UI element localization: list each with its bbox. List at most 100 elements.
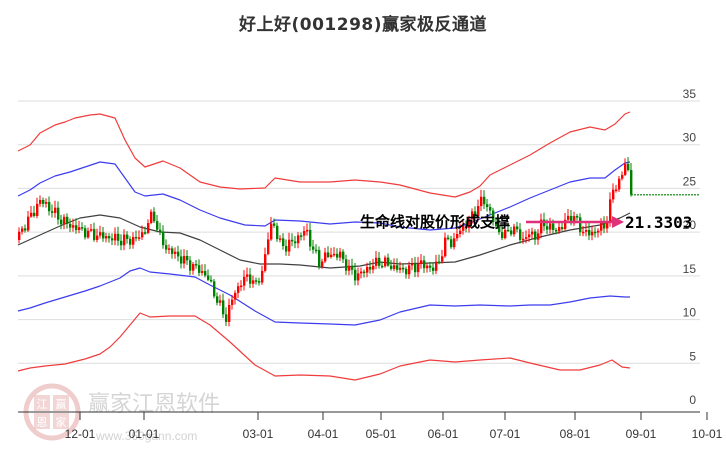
- annotation-value: 21.3303: [625, 213, 692, 232]
- candlestick: [327, 246, 330, 259]
- candlestick: [168, 244, 171, 255]
- candlestick: [597, 228, 600, 238]
- candlestick: [54, 200, 57, 218]
- middle-line: [17, 212, 631, 269]
- candlestick: [330, 247, 333, 259]
- candlestick: [468, 215, 471, 233]
- candlestick: [162, 225, 165, 249]
- candlestick: [600, 218, 603, 236]
- candlestick: [228, 298, 231, 327]
- candlestick: [471, 208, 474, 224]
- y-tick-label: 5: [689, 349, 696, 363]
- candlestick: [174, 247, 177, 259]
- x-tick-label: 07-01: [490, 427, 521, 441]
- candlestick: [351, 258, 354, 275]
- watermark-logo-icon: 江 赢 恩 家: [23, 383, 81, 441]
- candlestick: [258, 277, 261, 286]
- x-tick-label: 06-01: [428, 427, 459, 441]
- candlestick: [585, 223, 588, 237]
- candlestick: [516, 221, 519, 233]
- candlestick: [90, 223, 93, 232]
- candlestick: [357, 267, 360, 286]
- chart-title: 好上好(001298)赢家极反通道: [238, 15, 487, 35]
- candlestick: [366, 262, 369, 278]
- candlestick: [627, 157, 630, 172]
- y-tick-label: 20: [683, 218, 697, 232]
- candlestick: [216, 292, 219, 306]
- candlestick: [630, 163, 633, 197]
- candlestick: [126, 231, 129, 244]
- candlestick: [393, 258, 396, 272]
- lower-inner-band: [17, 267, 630, 326]
- candlestick: [495, 217, 498, 230]
- candlestick: [567, 209, 570, 222]
- candlesticks: [18, 157, 633, 327]
- candlestick: [63, 214, 66, 230]
- support-annotation: 生命线对股价形成支撑 21.3303: [360, 213, 692, 232]
- y-tick-label: 15: [683, 262, 697, 276]
- candlestick: [486, 198, 489, 212]
- svg-text:赢: 赢: [56, 397, 67, 411]
- candlestick: [84, 225, 87, 240]
- candlestick: [429, 262, 432, 272]
- lower-outer-band: [17, 312, 631, 381]
- candlestick: [477, 199, 480, 222]
- candlestick: [411, 258, 414, 271]
- candlestick: [189, 256, 192, 276]
- candlestick: [573, 211, 576, 226]
- candlestick: [192, 261, 195, 275]
- candlestick: [519, 223, 522, 244]
- candlestick: [312, 239, 315, 254]
- axes: 0 5 10 15 20 25 30 35 12-01 01-01 03-01 04-01 05-01 0…: [18, 87, 723, 441]
- candlestick: [492, 207, 495, 226]
- candlestick: [249, 268, 252, 289]
- candlestick: [33, 205, 36, 218]
- candlestick: [291, 233, 294, 247]
- y-tick-label: 30: [683, 131, 697, 145]
- candlestick: [423, 255, 426, 273]
- candlestick: [273, 218, 276, 228]
- candlestick: [204, 264, 207, 278]
- candlestick: [318, 246, 321, 270]
- x-tick-label: 04-01: [308, 427, 339, 441]
- x-tick-label: 05-01: [366, 427, 397, 441]
- candlestick: [66, 213, 69, 229]
- candlestick: [198, 259, 201, 276]
- candlestick: [579, 213, 582, 236]
- svg-text:家: 家: [56, 415, 67, 429]
- candlestick: [534, 229, 537, 245]
- upper-outer-band: [17, 111, 631, 198]
- candlestick: [30, 206, 33, 218]
- candlestick: [483, 190, 486, 209]
- candlestick: [201, 264, 204, 276]
- candlestick: [306, 223, 309, 236]
- candlestick: [69, 218, 72, 233]
- candlestick: [390, 259, 393, 271]
- candlestick: [219, 294, 222, 306]
- candlestick: [129, 236, 132, 250]
- candlestick: [606, 216, 609, 233]
- candlestick: [408, 261, 411, 279]
- candlestick: [321, 258, 324, 269]
- candlestick: [426, 263, 429, 273]
- candlestick: [180, 249, 183, 269]
- candlestick: [378, 251, 381, 269]
- candlestick: [522, 231, 525, 244]
- candlestick: [348, 259, 351, 276]
- candlestick: [195, 259, 198, 269]
- candlestick: [459, 223, 462, 238]
- svg-text:江: 江: [37, 398, 48, 411]
- candlestick: [156, 215, 159, 233]
- candlestick: [435, 254, 438, 275]
- candlestick: [159, 222, 162, 236]
- candlestick: [240, 280, 243, 292]
- candlestick: [279, 235, 282, 243]
- candlestick: [57, 201, 60, 225]
- candlestick: [339, 247, 342, 261]
- candlestick: [48, 196, 51, 216]
- candlestick: [21, 226, 24, 235]
- candlestick: [504, 223, 507, 240]
- candlestick: [315, 244, 318, 254]
- svg-text:恩: 恩: [37, 416, 48, 429]
- candlestick: [231, 294, 234, 310]
